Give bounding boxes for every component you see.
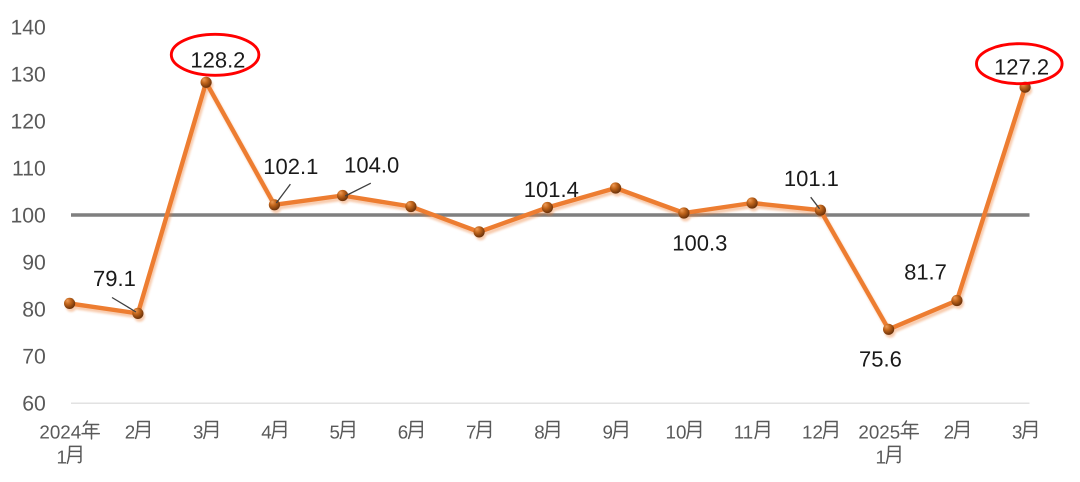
svg-text:102.1: 102.1 [263, 154, 318, 179]
svg-text:120: 120 [10, 110, 45, 133]
svg-text:100: 100 [10, 205, 45, 228]
svg-text:4: 4 [261, 421, 271, 442]
svg-text:130: 130 [10, 63, 45, 86]
svg-text:104.0: 104.0 [344, 152, 399, 177]
svg-text:6: 6 [398, 421, 408, 442]
svg-text:70: 70 [22, 346, 46, 369]
svg-text:75.6: 75.6 [859, 347, 902, 372]
svg-text:140: 140 [10, 16, 45, 39]
svg-text:3: 3 [193, 421, 203, 442]
svg-text:11: 11 [734, 421, 754, 442]
svg-text:101.1: 101.1 [784, 166, 839, 191]
svg-text:1: 1 [57, 446, 67, 467]
svg-text:60: 60 [22, 393, 46, 416]
svg-text:79.1: 79.1 [93, 266, 136, 291]
svg-text:128.2: 128.2 [190, 47, 245, 72]
svg-text:80: 80 [22, 299, 46, 322]
svg-text:7: 7 [466, 421, 476, 442]
svg-text:5: 5 [330, 421, 340, 442]
svg-text:10: 10 [666, 421, 687, 442]
svg-text:8: 8 [534, 421, 544, 442]
svg-text:2: 2 [944, 421, 954, 442]
svg-text:2: 2 [125, 421, 135, 442]
svg-text:127.2: 127.2 [994, 54, 1049, 79]
svg-text:2024: 2024 [39, 421, 81, 442]
svg-text:81.7: 81.7 [904, 260, 947, 285]
svg-text:2025: 2025 [858, 421, 900, 442]
svg-text:1: 1 [876, 446, 886, 467]
svg-text:12: 12 [802, 421, 823, 442]
svg-text:90: 90 [22, 252, 46, 275]
svg-text:9: 9 [603, 421, 613, 442]
svg-text:101.4: 101.4 [524, 177, 579, 202]
svg-text:3: 3 [1012, 421, 1022, 442]
svg-text:110: 110 [12, 157, 46, 180]
svg-text:100.3: 100.3 [672, 231, 727, 256]
